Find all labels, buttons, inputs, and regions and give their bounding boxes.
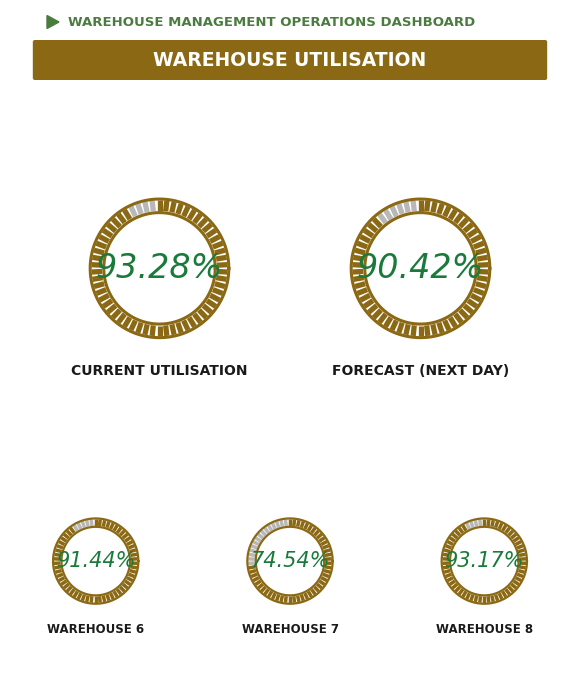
Polygon shape [47,15,59,29]
Text: WAREHOUSE MANAGEMENT OPERATIONS DASHBOARD: WAREHOUSE MANAGEMENT OPERATIONS DASHBOAR… [68,15,475,29]
Text: 93.17%: 93.17% [444,551,524,571]
FancyBboxPatch shape [33,40,547,80]
Text: FORECAST (NEXT DAY): FORECAST (NEXT DAY) [332,365,509,378]
Text: 90.42%: 90.42% [357,252,484,285]
Text: 91.44%: 91.44% [56,551,136,571]
Text: WAREHOUSE UTILISATION: WAREHOUSE UTILISATION [153,50,427,70]
Text: WAREHOUSE 6: WAREHOUSE 6 [47,623,144,636]
Text: CURRENT UTILISATION: CURRENT UTILISATION [71,365,248,378]
Text: WAREHOUSE 7: WAREHOUSE 7 [241,623,339,636]
Text: 93.28%: 93.28% [96,252,223,285]
Text: 74.54%: 74.54% [250,551,330,571]
Text: WAREHOUSE 8: WAREHOUSE 8 [436,623,533,636]
